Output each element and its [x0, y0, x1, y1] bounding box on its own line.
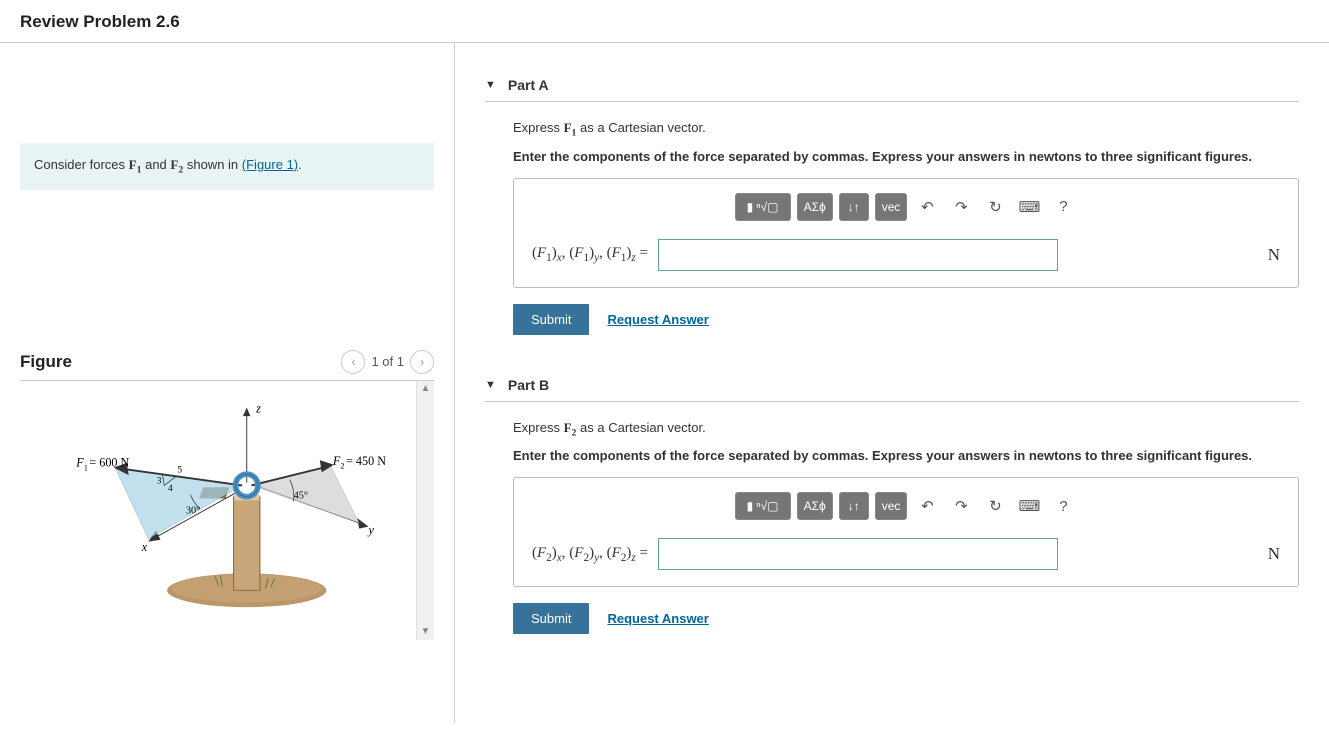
problem-text-2: shown in [183, 157, 242, 172]
sqrt-icon: ⁿ√▢ [756, 200, 778, 214]
page-title: Review Problem 2.6 [20, 12, 1309, 32]
keyboard-button[interactable]: ⌨ [1015, 492, 1043, 520]
template-icon: ▮ [747, 200, 754, 214]
right-pane: ▼ Part A Express F1 as a Cartesian vecto… [455, 43, 1329, 723]
scroll-down-icon[interactable]: ▼ [417, 624, 434, 640]
part-b-prompt: Express F2 as a Cartesian vector. [513, 420, 1299, 439]
part-b-submit-button[interactable]: Submit [513, 603, 589, 634]
part-a-answer-label: (F1)x, (F1)y, (F1)z = [532, 245, 648, 264]
sqrt-icon: ⁿ√▢ [756, 499, 778, 513]
svg-text:3: 3 [157, 476, 162, 486]
problem-statement: Consider forces F1 and F2 shown in (Figu… [20, 143, 434, 190]
left-pane: Consider forces F1 and F2 shown in (Figu… [0, 43, 455, 723]
pb-force: F [564, 420, 572, 435]
template-icon: ▮ [747, 499, 754, 513]
svg-text:y: y [367, 523, 375, 537]
part-a-answer-box: ▮ⁿ√▢ ΑΣϕ ↓↑ vec ↶ ↷ ↻ ⌨ ? (F1)x, (F1)y, … [513, 178, 1299, 288]
part-b-divider [485, 401, 1299, 402]
figure-nav: ‹ 1 of 1 › [341, 350, 434, 374]
part-a-unit: N [1268, 245, 1280, 265]
part-b-request-answer-link[interactable]: Request Answer [607, 611, 708, 626]
problem-and: and [141, 157, 170, 172]
figure-svg: z y x [50, 391, 406, 621]
reset-button[interactable]: ↻ [981, 492, 1009, 520]
svg-text:4: 4 [168, 484, 173, 494]
vec-button[interactable]: vec [875, 193, 908, 221]
part-a-toolbar: ▮ⁿ√▢ ΑΣϕ ↓↑ vec ↶ ↷ ↻ ⌨ ? [532, 193, 1280, 221]
pa-force: F [564, 120, 572, 135]
part-a-toggle-icon[interactable]: ▼ [485, 79, 496, 91]
pb-suffix: as a Cartesian vector. [576, 420, 705, 435]
part-b-instruction: Enter the components of the force separa… [513, 448, 1299, 463]
template-button[interactable]: ▮ⁿ√▢ [735, 193, 791, 221]
part-a-divider [485, 101, 1299, 102]
greek-button[interactable]: ΑΣϕ [797, 193, 833, 221]
help-button[interactable]: ? [1049, 193, 1077, 221]
f1-symbol: F [129, 157, 137, 172]
subscript-button[interactable]: ↓↑ [839, 193, 869, 221]
template-button[interactable]: ▮ⁿ√▢ [735, 492, 791, 520]
part-a-prompt: Express F1 as a Cartesian vector. [513, 120, 1299, 139]
part-b-title: Part B [508, 377, 549, 393]
vec-button[interactable]: vec [875, 492, 908, 520]
part-a-title: Part A [508, 77, 549, 93]
svg-text:= 600 N: = 600 N [89, 455, 129, 469]
svg-text:z: z [255, 401, 261, 415]
problem-text-1: Consider forces [34, 157, 129, 172]
part-b-toolbar: ▮ⁿ√▢ ΑΣϕ ↓↑ vec ↶ ↷ ↻ ⌨ ? [532, 492, 1280, 520]
figure-link[interactable]: (Figure 1) [242, 157, 298, 172]
part-b-answer-input[interactable] [658, 538, 1058, 570]
part-b-toggle-icon[interactable]: ▼ [485, 379, 496, 391]
reset-button[interactable]: ↻ [981, 193, 1009, 221]
figure-next-button[interactable]: › [410, 350, 434, 374]
svg-text:x: x [141, 540, 148, 554]
pb-prefix: Express [513, 420, 564, 435]
part-b-answer-box: ▮ⁿ√▢ ΑΣϕ ↓↑ vec ↶ ↷ ↻ ⌨ ? (F2)x, (F2)y, … [513, 477, 1299, 587]
svg-text:= 450 N: = 450 N [346, 453, 386, 467]
keyboard-button[interactable]: ⌨ [1015, 193, 1043, 221]
svg-text:30°: 30° [186, 505, 200, 516]
part-a-instruction: Enter the components of the force separa… [513, 149, 1299, 164]
redo-button[interactable]: ↷ [947, 193, 975, 221]
figure-scrollbar[interactable]: ▲ ▼ [416, 381, 434, 640]
undo-button[interactable]: ↶ [913, 492, 941, 520]
pa-prefix: Express [513, 120, 564, 135]
svg-text:2: 2 [340, 460, 344, 470]
figure-canvas: z y x [20, 381, 416, 640]
part-b-unit: N [1268, 544, 1280, 564]
problem-period: . [298, 157, 302, 172]
undo-button[interactable]: ↶ [913, 193, 941, 221]
figure-nav-count: 1 of 1 [371, 354, 404, 369]
figure-prev-button[interactable]: ‹ [341, 350, 365, 374]
figure-heading: Figure [20, 352, 72, 372]
part-a-submit-button[interactable]: Submit [513, 304, 589, 335]
part-a-request-answer-link[interactable]: Request Answer [607, 312, 708, 327]
greek-button[interactable]: ΑΣϕ [797, 492, 833, 520]
pa-suffix: as a Cartesian vector. [576, 120, 705, 135]
svg-text:5: 5 [177, 465, 182, 475]
svg-text:45°: 45° [294, 490, 308, 501]
help-button[interactable]: ? [1049, 492, 1077, 520]
redo-button[interactable]: ↷ [947, 492, 975, 520]
scroll-up-icon[interactable]: ▲ [417, 381, 434, 397]
part-a-answer-input[interactable] [658, 239, 1058, 271]
part-b-answer-label: (F2)x, (F2)y, (F2)z = [532, 545, 648, 564]
subscript-button[interactable]: ↓↑ [839, 492, 869, 520]
svg-text:1: 1 [84, 462, 88, 472]
